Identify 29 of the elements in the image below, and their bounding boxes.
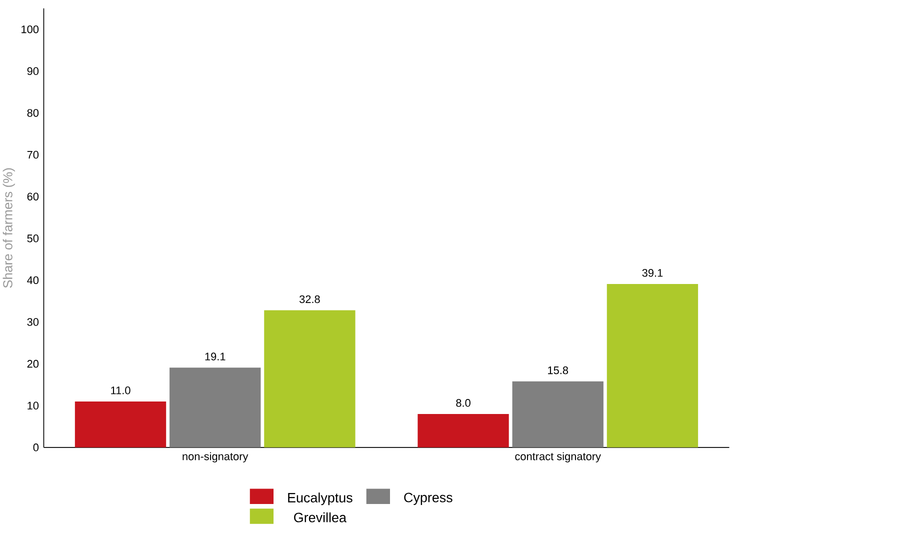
- y-tick-label: 30: [27, 318, 39, 326]
- x-tick-label: non-signatory: [182, 452, 248, 462]
- y-tick-label: 90: [27, 67, 39, 75]
- y-tick-label: 100: [22, 25, 39, 34]
- legend-label: Cypress: [404, 492, 452, 505]
- data-label: 32.8: [300, 295, 320, 303]
- y-axis-title: Share of farmers (%): [2, 168, 15, 288]
- legend-label: Grevillea: [294, 512, 346, 522]
- bar: [170, 367, 261, 448]
- data-label: 11.0: [111, 386, 130, 394]
- bar: [74, 401, 166, 448]
- data-label: 39.1: [642, 268, 663, 277]
- legend-label: Eucalyptus: [288, 492, 352, 505]
- bar: [418, 414, 509, 448]
- x-tick-label: contract signatory: [515, 452, 601, 462]
- y-tick-label: 70: [27, 150, 39, 158]
- y-tick-label: 80: [27, 108, 39, 117]
- y-tick-label: 60: [27, 192, 39, 200]
- data-label: 19.1: [205, 352, 226, 360]
- y-tick-label: 50: [27, 234, 39, 242]
- y-tick-label: 0: [33, 443, 39, 452]
- data-label: 8.0: [456, 398, 470, 407]
- bar: [264, 310, 356, 448]
- bar: [606, 284, 698, 448]
- y-tick-label: 10: [28, 402, 39, 410]
- data-label: 15.8: [548, 366, 568, 374]
- bar: [512, 381, 604, 448]
- y-tick-label: 20: [27, 360, 39, 368]
- y-tick-label: 40: [27, 276, 39, 284]
